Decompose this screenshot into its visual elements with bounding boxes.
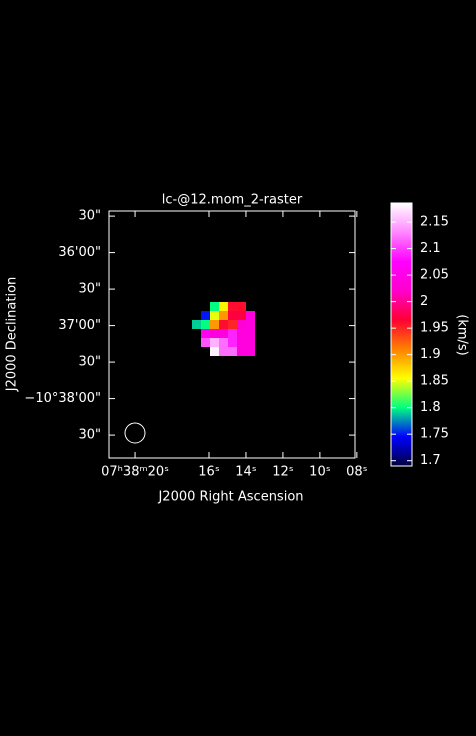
colorbar-tick-label: 1.85 (420, 374, 449, 389)
y-tick-label: 30" (78, 209, 101, 224)
colorbar-label: (km/s) (455, 314, 470, 356)
y-tick-label: 37'00" (58, 318, 101, 333)
y-tick-label: 30" (78, 355, 101, 370)
y-axis-label: J2000 Declination (5, 277, 20, 393)
y-tick-label: 36'00" (58, 245, 101, 260)
raster-pixel (246, 329, 255, 338)
raster-pixel (201, 329, 210, 338)
raster-pixel (219, 347, 228, 356)
raster-pixel (219, 320, 228, 329)
x-axis-label: J2000 Right Ascension (157, 490, 303, 505)
colorbar-tick-label: 1.8 (420, 400, 441, 415)
x-tick-label: 14ˢ (235, 465, 257, 480)
raster-pixel (228, 338, 237, 347)
colorbar-tick-label: 1.75 (420, 427, 449, 442)
raster-pixel (246, 347, 255, 356)
x-tick-label: 07ʰ38ᵐ20ˢ (101, 465, 169, 480)
raster-pixel (237, 338, 246, 347)
colorbar-tick-label: 1.7 (420, 453, 441, 468)
raster-pixel (210, 329, 219, 338)
raster-pixel (228, 311, 237, 320)
raster-pixel (228, 329, 237, 338)
raster-pixel (237, 302, 246, 311)
y-tick-label: 30" (78, 282, 101, 297)
raster-pixel (228, 347, 237, 356)
colorbar-tick-label: 1.9 (420, 347, 441, 362)
y-tick-label: −10°38'00" (24, 391, 101, 406)
colorbar-tick-label: 2.15 (420, 215, 449, 230)
raster-pixel (219, 329, 228, 338)
raster-pixel (210, 320, 219, 329)
raster-pixel (237, 329, 246, 338)
raster-pixel (210, 347, 219, 356)
y-tick-label: 30" (78, 428, 101, 443)
raster-pixel (219, 302, 228, 311)
raster-pixel (201, 338, 210, 347)
chart-title: lc-@12.mom_2-raster (162, 193, 303, 208)
raster-pixel (192, 320, 201, 329)
colorbar-tick-label: 2.1 (420, 241, 441, 256)
raster-pixel (210, 338, 219, 347)
x-tick-label: 12ˢ (272, 465, 294, 480)
raster-pixel (228, 302, 237, 311)
raster-pixel (246, 338, 255, 347)
raster-pixel (228, 320, 237, 329)
raster-pixel (201, 320, 210, 329)
x-tick-label: 08ˢ (346, 465, 368, 480)
colorbar (390, 202, 413, 467)
raster-pixel (219, 338, 228, 347)
raster-pixel (201, 311, 210, 320)
plot-frame (108, 210, 356, 459)
raster-pixel (246, 320, 255, 329)
beam (124, 422, 146, 444)
raster-pixel (246, 311, 255, 320)
colorbar-tick-label: 1.95 (420, 321, 449, 336)
raster-pixel (210, 302, 219, 311)
x-tick-label: 16ˢ (198, 465, 220, 480)
raster-pixel (210, 311, 219, 320)
colorbar-tick-label: 2.05 (420, 268, 449, 283)
raster-pixel (219, 311, 228, 320)
raster-pixel (237, 320, 246, 329)
raster-pixel (237, 311, 246, 320)
colorbar-tick-label: 2 (420, 294, 428, 309)
x-tick-label: 10ˢ (309, 465, 331, 480)
raster-pixel (237, 347, 246, 356)
